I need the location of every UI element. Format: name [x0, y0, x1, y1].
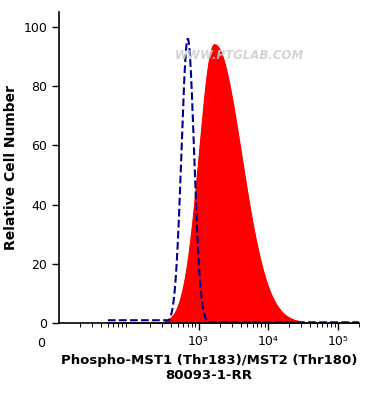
- Y-axis label: Relative Cell Number: Relative Cell Number: [4, 85, 18, 250]
- Text: 0: 0: [37, 337, 45, 350]
- Text: WWW.PTGLAB.COM: WWW.PTGLAB.COM: [174, 49, 304, 62]
- X-axis label: Phospho-MST1 (Thr183)/MST2 (Thr180)
80093-1-RR: Phospho-MST1 (Thr183)/MST2 (Thr180) 8009…: [61, 354, 357, 381]
